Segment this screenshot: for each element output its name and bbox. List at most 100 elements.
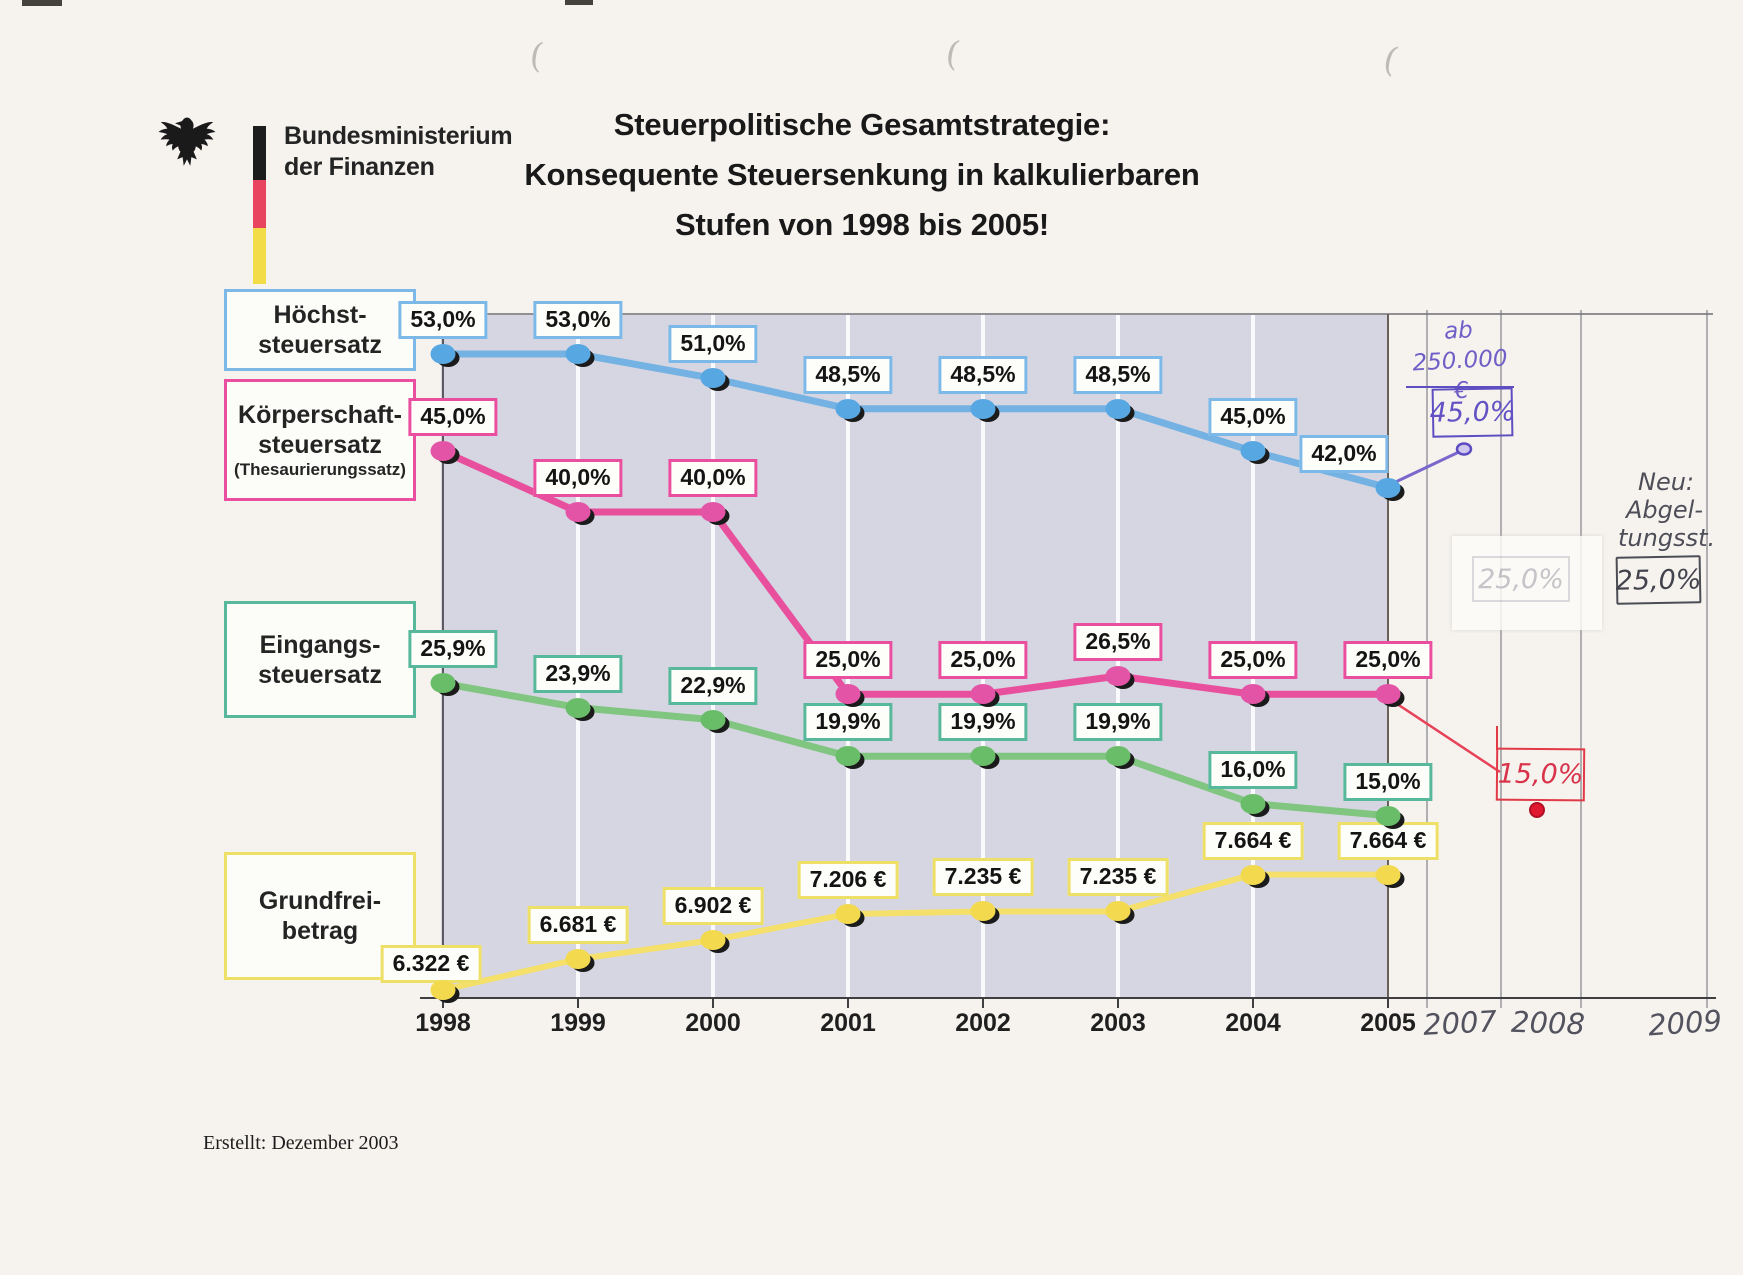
value-label: 22,9% [668,666,758,705]
pencil-gridline [1500,310,1502,1008]
axis-tick [847,999,849,1008]
red-connector-line [1392,700,1501,774]
data-point [835,684,861,705]
ministry-line2: der Finanzen [284,153,435,181]
axis-year-label: 1999 [550,1009,606,1037]
axis-tick [577,999,579,1008]
data-point [565,502,591,522]
value-label: 7.206 € [797,860,899,899]
annotation-box-pencil-25: 25,0% [1615,555,1702,605]
handwritten-year-2009: 2009 [1646,1003,1724,1043]
annotation-box-45: 45,0% [1429,387,1516,438]
scan-artifact: ( [1379,38,1402,82]
annotation-pen-stroke [1496,726,1498,750]
red-ink-dot [1529,802,1545,818]
legend-eingangssteuersatz: Eingangs- steuersatz [224,601,416,718]
correction-tape-patch [1452,536,1602,630]
data-point [430,344,456,365]
federal-eagle-icon [158,117,216,166]
data-point [970,684,996,705]
value-label: 19,9% [1073,703,1163,742]
value-label: 25,0% [803,641,893,680]
legend-sublabel: (Thesaurierungssatz) [234,460,406,479]
axis-tick [442,999,444,1008]
legend-label: betrag [281,917,359,945]
axis-tick [1387,999,1389,1008]
annotation-box-ghost-25: 25,0% [1472,556,1570,602]
value-label: 6.322 € [380,945,482,983]
annotation-pen-stroke [1406,386,1514,388]
legend-label: steuersatz [258,660,382,689]
legend-label: Eingangs- [259,630,381,659]
value-label: 25,0% [938,641,1028,680]
legend-label: steuersatz [258,331,382,359]
value-label: 25,9% [408,630,498,669]
annotation-text: Abgel- [1626,496,1703,524]
scan-artifact: ( [527,35,546,77]
flag-red [253,180,266,228]
data-point [1375,684,1401,705]
data-point [700,709,726,730]
created-date: Erstellt: Dezember 2003 [203,1132,399,1154]
data-point [565,697,591,718]
flag-black [253,126,266,180]
data-point [700,930,726,951]
pencil-gridline [1580,310,1582,1008]
data-point [430,980,456,1000]
value-label: 6.902 € [662,887,764,926]
value-label: 7.664 € [1337,821,1439,860]
value-label: 7.235 € [1067,858,1169,897]
axis-tick [1252,999,1254,1008]
handwritten-year-2008: 2008 [1510,1004,1586,1042]
flag-gold [253,228,266,284]
axis-year-label: 2002 [955,1009,1011,1037]
value-label: 53,0% [533,301,623,340]
plot-top-border [437,313,1713,315]
data-point [1240,441,1266,462]
legend-label: Körperschaft- [238,401,402,429]
data-point [1240,864,1266,885]
data-point [1105,398,1131,419]
value-label: 7.235 € [932,858,1034,897]
pencil-gridline [1706,310,1708,1008]
value-label: 45,0% [1208,398,1298,437]
ministry-line1: Bundesministerium [284,122,513,150]
axis-year-label: 1998 [415,1009,471,1037]
scan-artifact: ( [942,33,963,75]
value-label: 26,5% [1073,623,1163,662]
scan-artifact [565,0,593,5]
annotation-box-15: 15,0% [1495,747,1586,802]
axis-year-label: 2004 [1225,1009,1281,1037]
value-label: 7.664 € [1202,821,1304,860]
data-point [970,746,996,767]
data-point [565,949,591,970]
flag-stripe [253,126,266,284]
value-label: 45,0% [408,398,498,437]
value-label: 48,5% [938,355,1028,394]
value-label: 19,9% [803,703,893,742]
data-point [970,901,996,922]
value-label: 25,0% [1343,641,1433,680]
data-point [835,903,861,924]
data-point [1105,666,1131,687]
value-label: 40,0% [668,459,758,497]
value-label: 23,9% [533,654,623,693]
data-point [430,441,456,462]
legend-hoechststeuersatz: Höchst- steuersatz [224,289,416,371]
data-point [1375,864,1401,885]
data-point [565,344,591,365]
page-title: Steuerpolitische Gesamtstrategie: Konseq… [452,100,1272,250]
data-point [1105,746,1131,767]
legend-label: steuersatz [258,431,382,459]
data-point [1375,477,1401,498]
axis-year-label: 2000 [685,1009,741,1037]
value-label: 53,0% [398,301,488,340]
axis-tick [1117,999,1119,1008]
value-label: 6.681 € [527,906,629,945]
value-label: 51,0% [668,325,758,364]
data-point [1105,901,1131,922]
data-point [1375,805,1401,826]
annotation-text: Neu: [1638,468,1695,496]
legend-koerperschaftsteuersatz: Körperschaft- steuersatz (Thesaurierungs… [224,379,416,501]
